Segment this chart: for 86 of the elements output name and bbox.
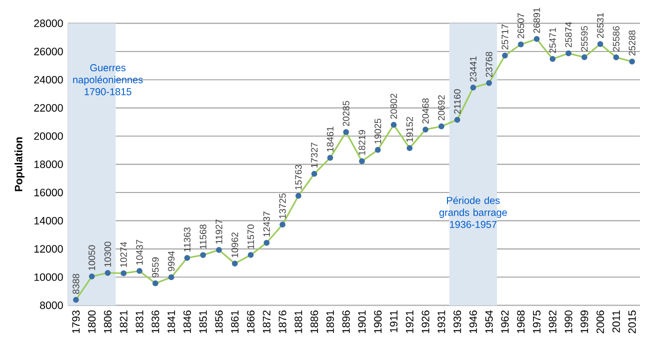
data-label: 11570 [247,224,254,249]
y-tick-label: 14000 [34,216,63,224]
data-label: 25586 [612,26,620,52]
y-tick-label: 8000 [40,302,63,310]
data-label: 26531 [596,12,604,38]
data-label: 10274 [120,242,127,267]
x-tick-label: 1831 [136,310,144,333]
data-label: 10437 [136,240,143,265]
data-label: 23441 [470,56,476,82]
y-tick-label: 20000 [34,132,63,140]
x-tick-label: 1886 [310,310,318,333]
y-tick-label: 10000 [34,273,63,281]
x-tick-label: 1968 [517,310,525,333]
x-tick-label: 1821 [120,310,128,333]
x-tick-label: 1856 [215,310,223,333]
y-tick-label: 18000 [34,160,63,168]
x-tick-label: 1841 [168,310,176,333]
data-label: 25874 [565,22,572,48]
data-label: 12437 [263,212,270,236]
x-tick-label: 2011 [612,310,620,332]
data-label: 25288 [628,30,636,56]
x-tick-label: 1946 [469,310,477,333]
data-label: 19025 [374,118,382,144]
x-tick-label: 2015 [628,310,636,334]
x-tick-label: 1962 [501,310,509,333]
x-tick-label: 1851 [199,310,207,333]
x-tick-label: 1861 [231,310,239,333]
data-label: 25471 [549,28,556,53]
x-tick-label: 1999 [580,310,588,333]
x-tick-label: 1793 [72,310,80,333]
x-tick-label: 1866 [246,310,254,333]
data-label: 11363 [184,227,190,252]
x-tick-label: 1906 [374,310,382,333]
x-tick-label: 1954 [485,310,493,333]
data-label: 20468 [422,98,429,124]
y-tick-label: 28000 [34,20,63,28]
data-label: 17327 [310,142,318,168]
x-tick-label: 1881 [294,310,302,333]
data-label: 9559 [152,257,159,278]
x-tick-label: 1911 [390,310,398,332]
data-label: 19152 [406,116,413,142]
x-tick-label: 1891 [326,310,334,333]
x-tick-label: 1806 [104,310,112,333]
x-tick-label: 1926 [422,310,430,333]
band-label: Période des grands barrage 1936-1957 [439,196,507,228]
data-label: 10300 [104,242,112,267]
x-tick-label: 1846 [183,310,191,333]
x-tick-label: 1896 [342,310,350,333]
data-label: 10962 [232,232,238,258]
data-label: 20285 [342,100,350,126]
y-tick-label: 26000 [34,48,63,56]
y-tick-label: 24000 [34,76,63,84]
band-label: Guerres napoléoniennes 1790-1815 [73,64,143,96]
x-tick-label: 1931 [438,310,446,333]
data-label: 26891 [533,8,540,33]
x-tick-label: 1876 [278,310,286,333]
data-label: 15763 [295,164,302,190]
y-tick-label: 22000 [34,104,63,112]
x-tick-label: 1990 [564,310,572,333]
data-label: 21160 [454,89,461,114]
data-label: 25595 [581,26,588,52]
x-tick-label: 1872 [262,310,270,333]
data-label: 20692 [438,95,445,120]
data-label: 13725 [279,193,286,218]
data-label: 11568 [200,224,206,249]
x-tick-label: 1800 [88,310,96,333]
x-tick-label: 1901 [358,310,366,333]
x-tick-label: 1836 [152,310,160,333]
data-label: 23768 [486,52,492,77]
data-label: 20802 [390,94,398,119]
data-label: 18219 [358,130,366,155]
data-label: 18461 [326,126,334,152]
data-label: 26507 [518,13,524,38]
x-tick-label: 2006 [596,310,604,334]
data-label: 25717 [502,24,508,50]
data-label: 10050 [88,245,96,270]
x-tick-label: 1982 [548,310,556,333]
data-label: 11927 [216,220,222,244]
y-tick-label: 12000 [34,245,63,253]
y-axis-title: Population [14,137,24,192]
y-tick-label: 16000 [34,188,63,196]
x-tick-label: 1921 [406,310,414,333]
x-tick-label: 1975 [532,310,540,333]
x-tick-label: 1936 [454,310,462,333]
data-label: 8388 [72,274,80,294]
data-label: 9994 [168,251,175,272]
